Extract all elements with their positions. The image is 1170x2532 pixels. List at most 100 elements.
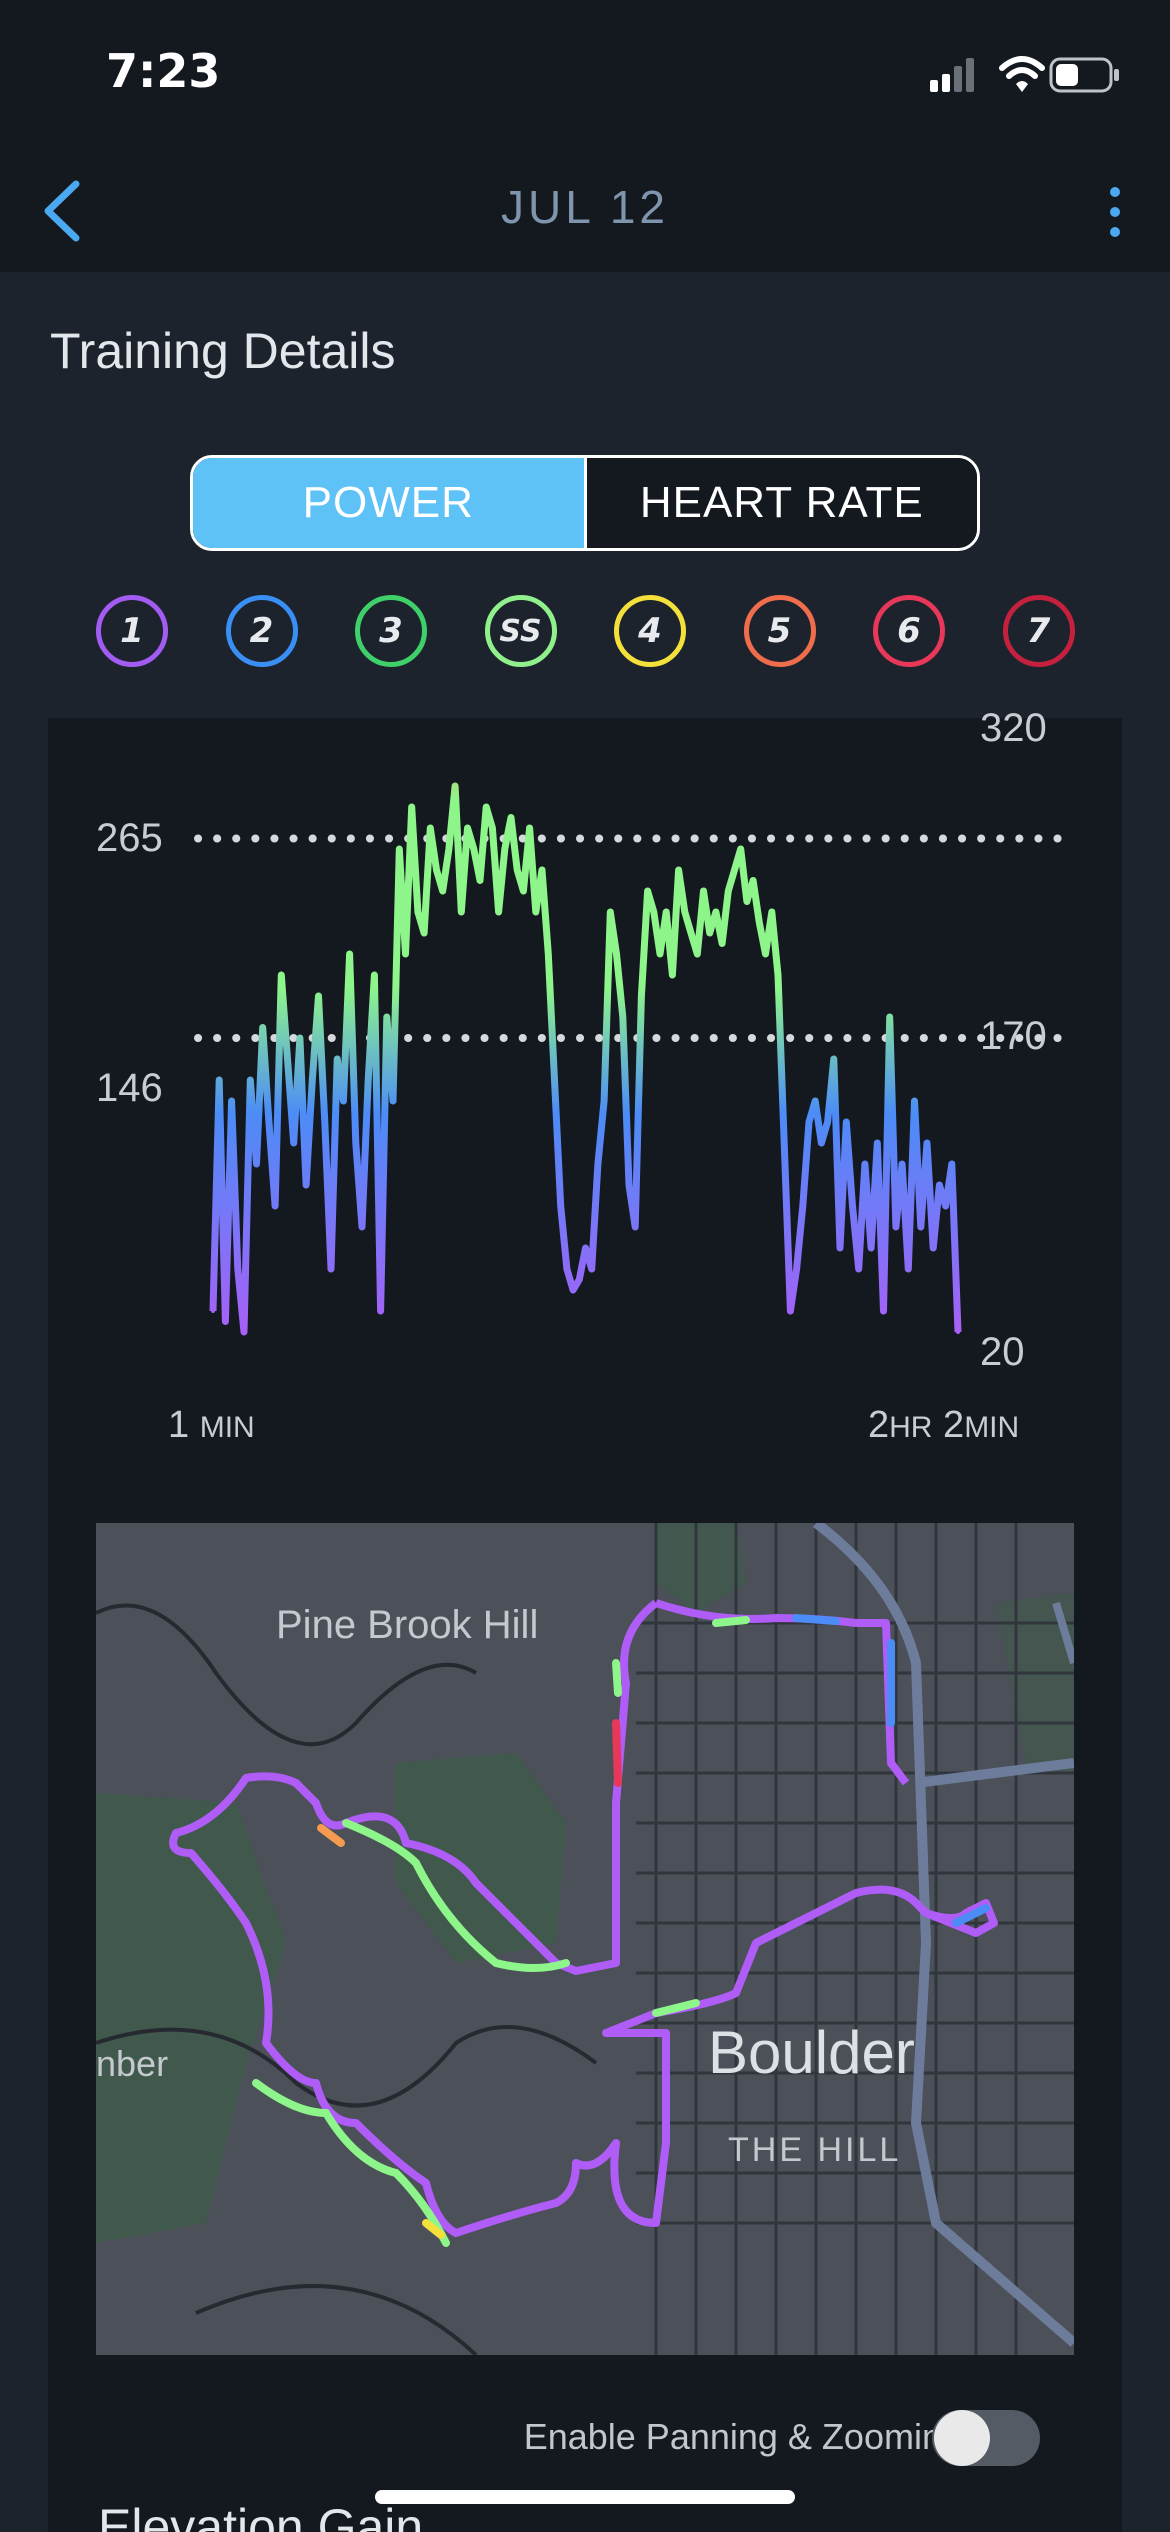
power-point xyxy=(440,889,445,893)
right-axis-mid: 170 xyxy=(980,1014,1047,1058)
more-options-icon[interactable] xyxy=(1100,182,1130,242)
power-point xyxy=(689,931,693,935)
power-point xyxy=(453,784,458,788)
power-point xyxy=(552,1078,557,1082)
power-point xyxy=(527,826,532,830)
power-point xyxy=(757,920,762,925)
power-point xyxy=(881,1309,886,1313)
power-point xyxy=(266,1120,271,1124)
power-point xyxy=(242,1330,246,1334)
power-point xyxy=(384,1015,389,1019)
power-point xyxy=(546,952,551,956)
power-point xyxy=(900,1162,905,1166)
zone-4-badge[interactable]: SS xyxy=(484,595,557,667)
power-point xyxy=(391,1099,395,1103)
power-point xyxy=(645,889,650,893)
power-point xyxy=(558,1204,563,1208)
power-point xyxy=(478,878,482,883)
power-chart[interactable] xyxy=(48,718,1122,1478)
power-point xyxy=(254,1162,259,1166)
power-point xyxy=(260,1025,265,1030)
power-point xyxy=(515,868,520,872)
power-point xyxy=(738,847,743,851)
power-point xyxy=(776,973,780,977)
power-point xyxy=(875,1141,880,1145)
power-point xyxy=(446,847,451,851)
power-point xyxy=(744,899,749,904)
heart-rate-tab[interactable]: HEART RATE xyxy=(586,458,977,548)
power-point xyxy=(819,1141,824,1145)
zone-8-badge[interactable]: 7 xyxy=(1002,595,1075,667)
zone-3-badge[interactable]: 3 xyxy=(355,595,427,667)
power-point xyxy=(322,1120,327,1124)
power-point xyxy=(291,1141,296,1145)
power-point xyxy=(304,1183,309,1187)
power-point xyxy=(347,952,352,956)
chart-panel: 320 170 20 265 146 1 MIN 2HR 2MIN xyxy=(48,706,1122,2532)
cellular-signal-icon xyxy=(930,58,974,92)
power-point xyxy=(912,1099,917,1103)
power-point xyxy=(422,931,427,935)
power-point xyxy=(664,910,669,914)
power-point xyxy=(223,1319,228,1324)
power-point xyxy=(732,868,737,872)
zone-7-badge[interactable]: 6 xyxy=(873,595,945,667)
power-point xyxy=(366,1078,371,1082)
power-tab[interactable]: POWER xyxy=(193,458,587,548)
x-axis-start-label: 1 MIN xyxy=(168,1404,255,1447)
x-end-min-unit: MIN xyxy=(964,1411,1020,1444)
status-icons xyxy=(930,56,1119,93)
power-point xyxy=(217,1078,222,1082)
power-point xyxy=(943,1204,948,1208)
power-point xyxy=(341,1099,346,1103)
power-point xyxy=(273,1204,278,1208)
power-point xyxy=(360,1225,364,1229)
panning-zoom-toggle[interactable] xyxy=(932,2410,1040,2466)
power-point xyxy=(428,826,433,830)
x-start-value: 1 xyxy=(168,1404,190,1446)
power-point xyxy=(316,994,321,998)
power-point xyxy=(782,1141,787,1145)
power-point xyxy=(409,805,414,809)
back-icon[interactable] xyxy=(36,176,92,246)
power-point xyxy=(695,952,700,956)
power-point xyxy=(434,868,439,872)
power-point xyxy=(248,1078,253,1082)
power-point xyxy=(931,1246,936,1250)
power-point xyxy=(521,889,526,893)
power-point xyxy=(595,1162,600,1166)
power-point xyxy=(564,1267,569,1271)
power-point xyxy=(297,1036,302,1040)
power-point xyxy=(335,1057,340,1061)
power-point xyxy=(949,1162,954,1166)
power-point xyxy=(676,868,681,872)
map-graphic xyxy=(96,1523,1074,2355)
zone-2-badge[interactable]: 2 xyxy=(225,595,298,667)
power-point xyxy=(353,1141,358,1145)
route-map[interactable]: Pine Brook Hill Boulder THE HILL nber xyxy=(96,1523,1074,2355)
power-point xyxy=(800,1204,805,1208)
power-point xyxy=(682,910,687,914)
zone-1-badge[interactable]: 1 xyxy=(96,595,168,667)
zone-5-badge[interactable]: 4 xyxy=(614,595,686,667)
power-point xyxy=(763,952,768,956)
power-point xyxy=(720,941,725,946)
nav-title: JUL 12 xyxy=(500,181,670,233)
toggle-knob xyxy=(934,2410,990,2466)
power-point xyxy=(862,1162,867,1166)
zone-6-badge[interactable]: 5 xyxy=(743,595,816,667)
power-point xyxy=(589,1267,594,1271)
power-point xyxy=(807,1120,811,1124)
x-end-hr-value: 2 xyxy=(868,1404,890,1446)
power-point xyxy=(533,910,538,914)
x-end-min-value: 2 xyxy=(943,1404,965,1446)
power-point xyxy=(484,805,489,809)
power-point xyxy=(713,910,718,914)
power-point xyxy=(726,889,731,893)
power-point xyxy=(937,1183,942,1187)
power-point xyxy=(925,1141,929,1145)
elevation-gain-title: Elevation Gain xyxy=(98,2499,424,2532)
map-label-pine-brook-hill: Pine Brook Hill xyxy=(276,1603,539,1647)
metric-segmented-control: POWER HEART RATE xyxy=(190,455,980,551)
power-point xyxy=(658,952,662,956)
